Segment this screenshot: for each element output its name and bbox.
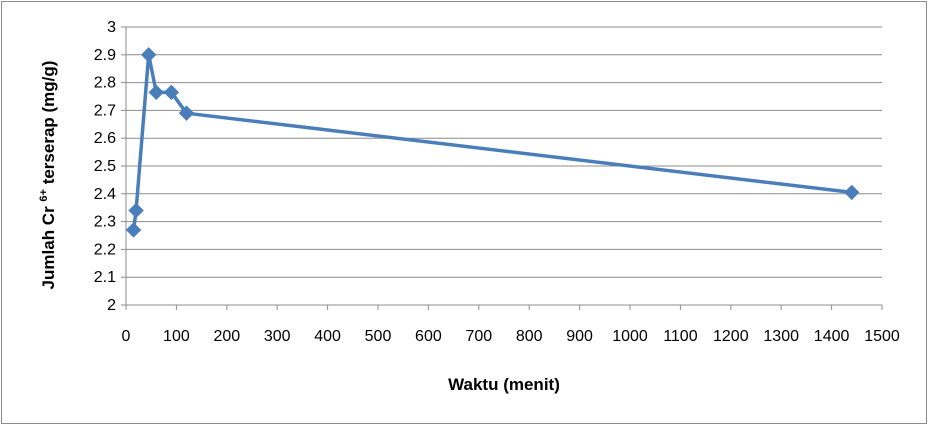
y-tick-label: 2.2 [94, 241, 116, 258]
x-tick-label: 1000 [612, 328, 648, 345]
x-tick-label: 400 [314, 328, 341, 345]
y-tick-label: 2 [107, 297, 116, 314]
y-tick-label: 2.6 [94, 130, 116, 147]
x-tick-label: 100 [163, 328, 190, 345]
y-axis-title: Jumlah Cr 6+ terserap (mg/g) [38, 61, 58, 290]
x-tick-label: 1300 [763, 328, 799, 345]
y-tick-label: 2.1 [94, 269, 116, 286]
data-point-marker [128, 202, 144, 219]
x-tick-label: 900 [566, 328, 593, 345]
data-point-marker [163, 84, 180, 101]
data-series [125, 47, 860, 238]
x-tick-label: 600 [415, 328, 442, 345]
y-tick-label: 2.7 [94, 102, 116, 119]
y-tick-label: 2.5 [94, 158, 116, 175]
data-point-marker [148, 84, 164, 101]
x-tick-label: 1200 [713, 328, 749, 345]
gridlines [126, 26, 882, 278]
x-tick-labels: 0 100 200 300 400 500 600 700 800 900 1000 1100 1200… [122, 328, 900, 345]
series-line [131, 53, 852, 231]
y-axis-title-prefix: Jumlah Cr [39, 202, 58, 290]
x-tick-label: 800 [516, 328, 543, 345]
x-tick-label: 1500 [864, 328, 900, 345]
y-tick-label: 2.4 [94, 186, 116, 203]
data-point-marker [844, 184, 860, 201]
x-tick-label: 1100 [663, 328, 698, 345]
y-axis-title-suffix: terserap (mg/g) [39, 61, 58, 189]
data-point-marker [125, 222, 142, 238]
data-point-marker [140, 47, 157, 63]
x-tick-label: 300 [264, 328, 291, 345]
x-tick-label: 1400 [814, 328, 850, 345]
data-point-marker [178, 105, 195, 121]
y-tick-label: 3 [107, 19, 116, 36]
y-axis-title-superscript: 6+ [38, 189, 50, 202]
y-tick-label: 2.9 [94, 47, 116, 64]
y-tick-label: 2.3 [94, 214, 116, 231]
x-tick-label: 500 [365, 328, 392, 345]
y-tick-label: 2.8 [94, 75, 116, 92]
x-tick-label: 700 [465, 328, 492, 345]
x-axis-title: Waktu (menit) [448, 375, 560, 394]
axes [121, 26, 883, 310]
x-tick-label: 0 [122, 328, 131, 345]
x-tick-label: 200 [213, 328, 240, 345]
y-tick-labels: 2 2.1 2.2 2.3 2.4 2.5 2.6 2.7 2.8 2.9 3 [94, 19, 116, 314]
